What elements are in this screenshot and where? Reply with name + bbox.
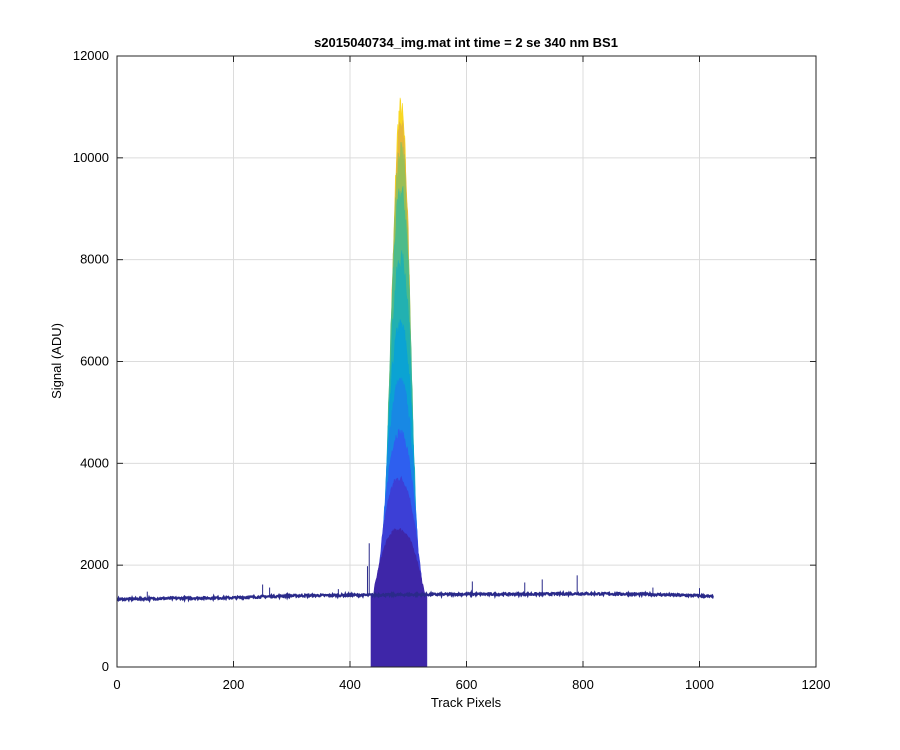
- series-band: [370, 528, 428, 668]
- x-tick-label: 800: [572, 677, 594, 692]
- y-tick-label: 0: [102, 659, 109, 674]
- plot-series: [116, 97, 714, 668]
- y-axis-label: Signal (ADU): [49, 323, 64, 399]
- x-tick-label: 600: [456, 677, 478, 692]
- x-tick-label: 0: [113, 677, 120, 692]
- y-tick-label: 10000: [73, 150, 109, 165]
- grid: [117, 56, 816, 667]
- x-tick-label: 200: [223, 677, 245, 692]
- x-tick-label: 1200: [802, 677, 831, 692]
- ticks: 0 200 400 600 800 1000 12000200040006000800010…: [73, 48, 831, 692]
- x-tick-label: 1000: [685, 677, 714, 692]
- y-tick-label: 8000: [80, 252, 109, 267]
- chart-title: s2015040734_img.mat int time = 2 se 340 …: [314, 35, 618, 50]
- y-tick-label: 12000: [73, 48, 109, 63]
- y-tick-label: 4000: [80, 455, 109, 470]
- baseline-line: [116, 589, 714, 604]
- y-tick-label: 2000: [80, 557, 109, 572]
- x-axis-label: Track Pixels: [431, 695, 502, 710]
- y-tick-label: 6000: [80, 354, 109, 369]
- x-tick-label: 400: [339, 677, 361, 692]
